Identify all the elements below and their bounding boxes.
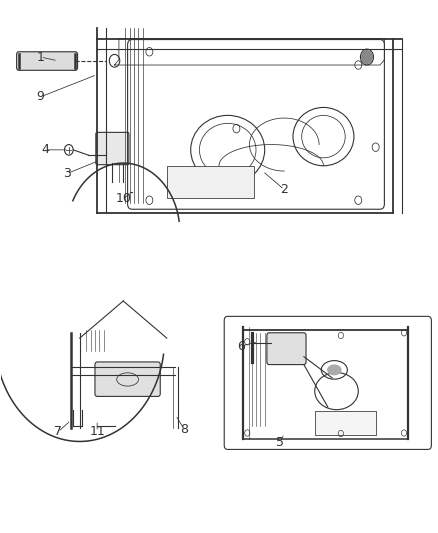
Text: 5: 5	[276, 436, 284, 449]
Text: 4: 4	[41, 143, 49, 156]
Text: 1: 1	[37, 51, 45, 63]
FancyBboxPatch shape	[96, 132, 129, 165]
Text: 2: 2	[280, 183, 288, 196]
Text: 9: 9	[37, 90, 45, 103]
Bar	[1, 325, 210, 439]
Ellipse shape	[328, 365, 341, 375]
Bar	[167, 166, 254, 198]
FancyBboxPatch shape	[267, 333, 306, 365]
Text: 8: 8	[180, 423, 188, 436]
Text: 6: 6	[237, 340, 245, 352]
Circle shape	[362, 51, 372, 63]
Text: 10: 10	[115, 192, 131, 205]
Text: 11: 11	[89, 425, 105, 439]
Bar	[315, 411, 376, 434]
Text: 7: 7	[54, 425, 62, 439]
FancyBboxPatch shape	[95, 362, 160, 397]
FancyBboxPatch shape	[17, 52, 78, 70]
Text: 3: 3	[63, 167, 71, 180]
